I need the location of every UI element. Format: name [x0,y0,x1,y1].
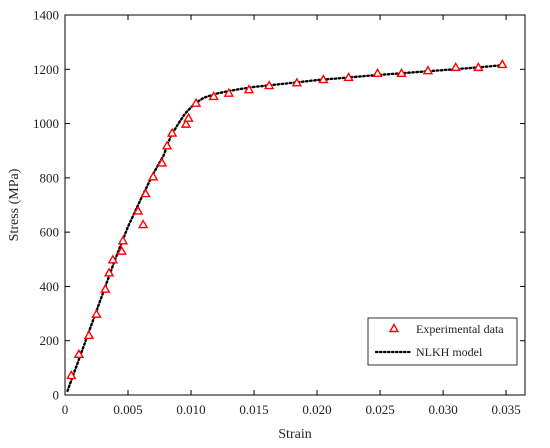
experimental-point [107,254,119,264]
y-tick-label: 200 [40,333,60,348]
model-curve [66,63,508,393]
x-tick-label: 0.030 [428,402,457,417]
model-series-line [66,63,508,393]
experimental-point [148,171,159,181]
legend-label-experimental: Experimental data [416,322,504,336]
experimental-point [161,140,173,150]
experimental-point [140,188,151,198]
experimental-point [422,65,434,75]
experimental-point [497,58,508,69]
experimental-point [343,72,354,82]
x-tick-label: 0.020 [302,402,331,417]
experimental-point [137,219,149,229]
experimental-point [223,87,235,97]
x-tick-label: 0.025 [365,402,394,417]
legend-triangle-icon [388,323,400,333]
x-tick-label: 0.015 [239,402,268,417]
y-tick-label: 1400 [33,8,59,23]
experimental-point [396,67,407,78]
experimental-markers [66,58,508,380]
y-tick-label: 800 [40,170,60,185]
experimental-point [166,127,178,137]
experimental-point [66,370,77,380]
experimental-point [103,267,115,277]
experimental-point [183,112,194,122]
experimental-point [117,235,129,245]
legend-label-model: NLKH model [416,345,483,359]
experimental-point [190,97,202,107]
experimental-point [132,205,144,215]
experimental-point [91,308,102,318]
x-axis-title: Strain [278,427,311,442]
experimental-point [318,74,329,84]
experimental-point [73,348,85,358]
y-tick-label: 400 [40,279,60,294]
experimental-point [291,77,303,87]
experimental-point [243,84,255,94]
x-tick-label: 0.005 [113,402,142,417]
x-tick-label: 0.035 [491,402,520,417]
experimental-point [156,157,168,167]
experimental-point [263,80,275,90]
y-tick-label: 0 [53,388,60,403]
y-axis: 0 200 400 600 800 1000 1200 1400 [33,8,525,403]
y-tick-label: 1200 [33,62,59,77]
experimental-point [180,118,192,128]
experimental-point [208,91,219,101]
experimental-point [83,329,95,339]
y-tick-label: 1000 [33,116,59,131]
y-tick-label: 600 [40,225,60,240]
x-axis: 0 0.005 0.010 0.015 0.020 0.025 0.030 0.035 [62,15,521,417]
experimental-point [100,283,111,293]
plot-area-frame [64,14,526,396]
experimental-point [372,67,383,78]
experimental-point [450,61,461,72]
x-tick-label: 0.010 [176,402,205,417]
experimental-point [116,245,127,255]
x-tick-label: 0 [62,402,69,417]
experimental-point [473,61,484,72]
legend: Experimental data NLKH model [367,317,518,366]
y-axis-title: Stress (MPa) [7,168,22,241]
